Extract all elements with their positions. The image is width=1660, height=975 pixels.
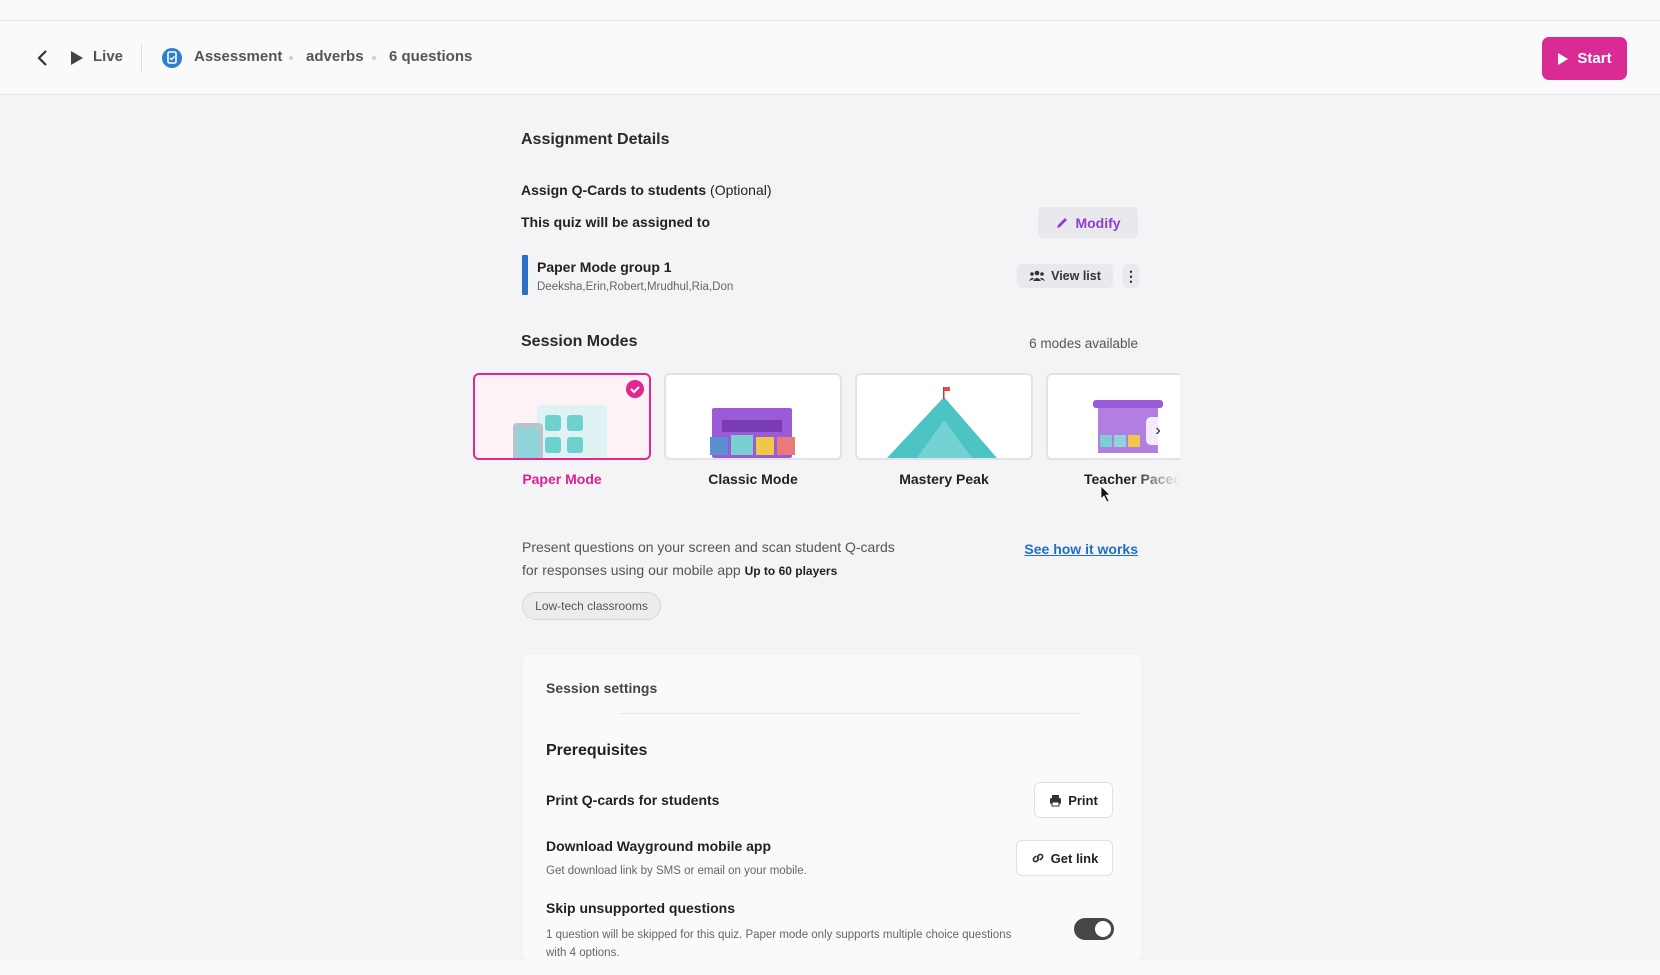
download-app-subtext: Get download link by SMS or email on you… <box>546 865 807 877</box>
paper-mode-illustration <box>513 405 607 458</box>
modes-count: 6 modes available <box>1029 336 1138 351</box>
start-button[interactable]: Start <box>1542 37 1627 80</box>
see-how-it-works-link[interactable]: See how it works <box>1024 541 1138 557</box>
players-limit: Up to 60 players <box>744 564 838 578</box>
skip-subtext-line-1: 1 question will be skipped for this quiz… <box>546 929 1012 941</box>
selected-check-icon <box>626 380 644 398</box>
start-label: Start <box>1577 50 1612 67</box>
description-line-1: Present questions on your screen and sca… <box>522 539 895 555</box>
teacher-paced-illustration <box>1093 400 1163 453</box>
modify-label: Modify <box>1075 214 1121 231</box>
group-color-bar <box>522 255 528 295</box>
skip-unsupported-subtext: 1 question will be skipped for this quiz… <box>546 926 1011 962</box>
optional-text: (Optional) <box>710 182 772 198</box>
link-icon <box>1032 853 1044 863</box>
footer-strip <box>0 960 1660 975</box>
header <box>0 21 1660 95</box>
mode-description: Present questions on your screen and sca… <box>522 536 895 583</box>
mode-card-classic[interactable] <box>664 373 842 460</box>
breadcrumb-assessment: Assessment <box>194 48 283 65</box>
mode-card-mastery-peak[interactable] <box>855 373 1033 460</box>
prerequisites-title: Prerequisites <box>546 742 648 759</box>
toggle-knob <box>1095 921 1111 937</box>
mastery-peak-illustration <box>887 387 997 458</box>
classic-mode-illustration <box>710 408 795 458</box>
carousel-next-icon[interactable]: › <box>1146 417 1170 445</box>
separator <box>289 56 293 60</box>
download-app-label: Download Wayground mobile app <box>546 838 772 854</box>
group-members: Deeksha,Erin,Robert,Mrudhul,Ria,Don <box>537 281 734 293</box>
view-list-button[interactable]: View list <box>1017 264 1113 288</box>
users-icon <box>1029 270 1046 281</box>
assign-qcards-text: Assign Q-Cards to students <box>521 182 707 198</box>
skip-subtext-line-2: with 4 options. <box>546 947 620 959</box>
print-label: Print <box>1068 792 1098 808</box>
assign-qcards-label: Assign Q-Cards to students (Optional) <box>521 182 772 198</box>
view-list-label: View list <box>1051 269 1101 283</box>
mode-label-mastery-peak[interactable]: Mastery Peak <box>899 471 989 487</box>
separator <box>372 56 376 60</box>
assigned-to-label: This quiz will be assigned to <box>521 214 711 230</box>
session-modes-title: Session Modes <box>521 333 638 350</box>
pencil-icon <box>1057 217 1068 228</box>
mode-label-teacher-paced[interactable]: Teacher Paced <box>1084 471 1180 487</box>
session-settings-title: Session settings <box>546 680 658 696</box>
printer-icon <box>1050 794 1062 806</box>
get-link-label: Get link <box>1050 850 1099 866</box>
more-options-icon[interactable]: ⋮ <box>1123 264 1139 288</box>
live-label[interactable]: Live <box>93 48 124 65</box>
mode-card-teacher-paced[interactable]: › <box>1046 373 1180 460</box>
divider <box>141 44 142 72</box>
mode-label-classic[interactable]: Classic Mode <box>708 471 798 487</box>
breadcrumb-question-count: 6 questions <box>389 48 473 65</box>
play-icon <box>71 51 83 65</box>
back-chevron-icon[interactable] <box>36 49 50 67</box>
mode-card-paper[interactable] <box>473 373 651 460</box>
divider <box>620 713 1080 714</box>
breadcrumb-quiz-name: adverbs <box>306 48 364 65</box>
assessment-icon <box>162 48 182 68</box>
modify-button[interactable]: Modify <box>1038 207 1138 238</box>
print-button[interactable]: Print <box>1034 782 1113 818</box>
mouse-cursor-icon <box>1100 485 1111 503</box>
description-line-2: for responses using our mobile app <box>522 562 741 578</box>
skip-unsupported-toggle[interactable] <box>1074 918 1114 940</box>
skip-unsupported-label: Skip unsupported questions <box>546 900 736 916</box>
top-bar <box>0 0 1660 21</box>
group-name: Paper Mode group 1 <box>537 259 672 275</box>
assignment-details-title: Assignment Details <box>521 131 670 148</box>
get-link-button[interactable]: Get link <box>1016 840 1113 876</box>
mode-label-paper[interactable]: Paper Mode <box>522 471 602 487</box>
play-icon <box>1558 52 1569 65</box>
tag-low-tech: Low-tech classrooms <box>522 592 661 620</box>
print-qcards-label: Print Q-cards for students <box>546 792 720 808</box>
